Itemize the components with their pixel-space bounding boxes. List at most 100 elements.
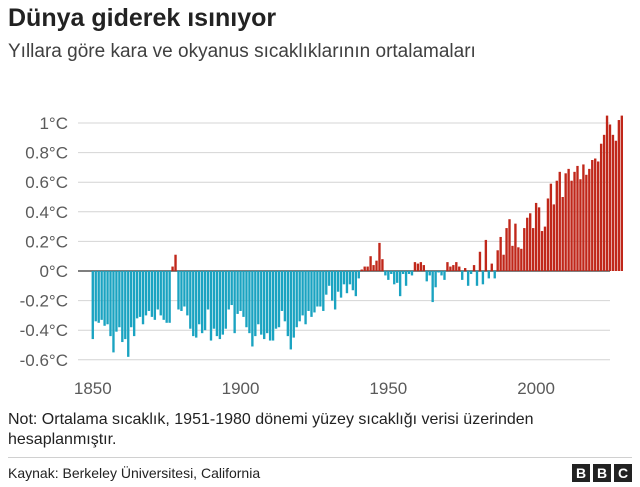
bar-1869 bbox=[147, 271, 151, 311]
bar-2000 bbox=[534, 202, 538, 271]
bar-1979 bbox=[472, 265, 476, 271]
y-tick-label: 0.4°C bbox=[25, 203, 68, 222]
bars bbox=[91, 115, 624, 357]
bar-1853 bbox=[100, 271, 103, 320]
bar-1868 bbox=[144, 271, 148, 316]
bar-2003 bbox=[543, 226, 547, 271]
bar-1967 bbox=[437, 271, 440, 273]
bar-1982 bbox=[481, 271, 485, 285]
bar-1881 bbox=[183, 271, 186, 307]
bar-1893 bbox=[218, 271, 222, 340]
x-tick-label: 1850 bbox=[74, 379, 112, 398]
bar-1937 bbox=[348, 271, 352, 285]
bar-1961 bbox=[419, 262, 423, 271]
bar-2010 bbox=[564, 173, 567, 271]
bar-2006 bbox=[552, 204, 556, 271]
bar-1863 bbox=[130, 271, 133, 328]
bar-1972 bbox=[452, 265, 455, 271]
bar-1890 bbox=[209, 271, 213, 341]
bar-1974 bbox=[458, 266, 461, 271]
bar-1960 bbox=[416, 263, 420, 271]
y-tick-label: -0.4°C bbox=[20, 321, 68, 340]
bar-1892 bbox=[215, 271, 219, 337]
bar-1926 bbox=[316, 271, 319, 307]
bar-1949 bbox=[384, 271, 387, 276]
bar-1932 bbox=[333, 271, 337, 310]
bar-1911 bbox=[271, 271, 275, 341]
bar-1902 bbox=[245, 271, 248, 328]
chart-subtitle: Yıllara göre kara ve okyanus sıcaklıklar… bbox=[8, 41, 476, 62]
bar-1855 bbox=[106, 271, 109, 325]
bar-1904 bbox=[251, 271, 254, 347]
bar-1865 bbox=[135, 271, 139, 319]
bar-2017 bbox=[585, 174, 588, 271]
bar-1924 bbox=[310, 271, 313, 317]
bar-2024 bbox=[605, 115, 609, 271]
bar-1923 bbox=[307, 271, 310, 311]
bar-1906 bbox=[257, 271, 260, 325]
bar-1882 bbox=[186, 271, 189, 316]
bar-1899 bbox=[236, 271, 239, 314]
chart-source: Kaynak: Berkeley Üniversitesi, Californi… bbox=[8, 465, 261, 481]
bar-1941 bbox=[360, 269, 363, 271]
bar-1884 bbox=[192, 271, 195, 337]
bar-1888 bbox=[203, 271, 207, 331]
bar-1903 bbox=[248, 271, 251, 334]
bar-2025 bbox=[608, 124, 612, 271]
bbc-logo-letter: B bbox=[572, 464, 590, 482]
bar-1891 bbox=[212, 271, 216, 329]
bar-2020 bbox=[594, 158, 597, 271]
bar-2011 bbox=[567, 168, 570, 271]
bar-1874 bbox=[162, 271, 165, 320]
bar-1909 bbox=[265, 271, 269, 334]
bar-1877 bbox=[171, 266, 174, 271]
bar-1907 bbox=[260, 271, 263, 335]
bar-1883 bbox=[189, 271, 192, 329]
bar-1931 bbox=[330, 271, 334, 301]
bar-1963 bbox=[425, 271, 428, 282]
bar-1915 bbox=[283, 271, 287, 322]
bar-1871 bbox=[153, 271, 157, 320]
bar-1922 bbox=[304, 271, 307, 325]
bar-1987 bbox=[496, 250, 499, 271]
bar-2022 bbox=[599, 143, 603, 271]
bar-2021 bbox=[596, 161, 600, 271]
bar-1978 bbox=[469, 271, 473, 274]
chart-title: Dünya giderek ısınıyor bbox=[8, 4, 277, 32]
bar-1859 bbox=[118, 271, 121, 328]
bar-2026 bbox=[611, 134, 615, 271]
bar-1968 bbox=[440, 271, 443, 276]
bar-1879 bbox=[177, 271, 180, 310]
bar-2007 bbox=[555, 180, 558, 271]
bar-1969 bbox=[443, 271, 446, 280]
bar-2001 bbox=[537, 207, 541, 271]
bar-1973 bbox=[455, 262, 458, 271]
bar-1860 bbox=[121, 271, 124, 343]
bar-1930 bbox=[328, 271, 331, 286]
bar-2023 bbox=[602, 134, 606, 271]
bar-1981 bbox=[478, 251, 482, 271]
bar-1910 bbox=[268, 271, 272, 341]
bar-1956 bbox=[404, 271, 408, 286]
bar-1898 bbox=[233, 271, 236, 334]
bar-1908 bbox=[263, 271, 266, 340]
bar-1998 bbox=[529, 213, 532, 271]
bar-1957 bbox=[407, 271, 411, 274]
bar-1935 bbox=[342, 271, 346, 285]
bar-1927 bbox=[319, 271, 322, 307]
bar-1944 bbox=[369, 256, 372, 271]
bar-1959 bbox=[413, 262, 417, 271]
bar-1940 bbox=[357, 271, 360, 279]
bar-1990 bbox=[505, 228, 508, 271]
bar-1997 bbox=[526, 217, 529, 271]
bar-1894 bbox=[221, 271, 225, 335]
y-tick-label: 1°C bbox=[39, 114, 68, 133]
bar-1901 bbox=[242, 271, 245, 317]
bar-1862 bbox=[127, 271, 130, 357]
bar-1971 bbox=[449, 266, 452, 271]
y-tick-label: 0.2°C bbox=[25, 232, 68, 251]
bar-1942 bbox=[363, 266, 366, 271]
bar-2015 bbox=[579, 179, 582, 271]
bar-1864 bbox=[132, 271, 136, 337]
bar-1921 bbox=[301, 271, 304, 316]
